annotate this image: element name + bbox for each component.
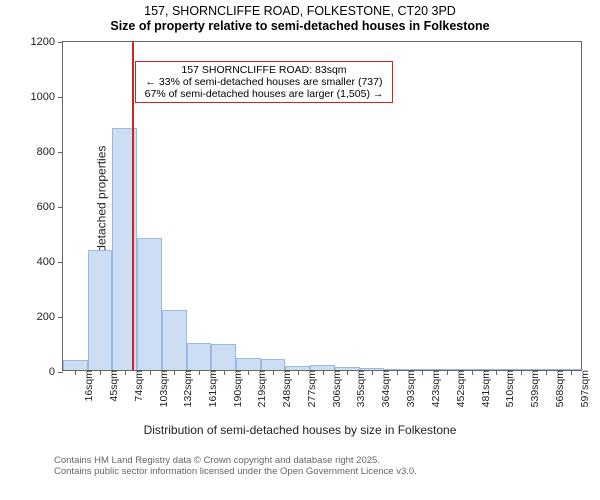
histogram-bar: [410, 369, 435, 370]
xtick-label: 539sqm: [521, 370, 541, 407]
xtick-label: 74sqm: [125, 370, 145, 402]
xtick-label: 364sqm: [372, 370, 392, 407]
histogram-bar: [162, 310, 187, 371]
xtick-label: 132sqm: [174, 370, 194, 407]
title-main: 157, SHORNCLIFFE ROAD, FOLKESTONE, CT20 …: [0, 4, 600, 18]
property-marker-line: [132, 42, 134, 370]
histogram-bar: [459, 369, 484, 370]
footer-attribution: Contains HM Land Registry data © Crown c…: [0, 453, 600, 478]
xtick-label: 248sqm: [273, 370, 293, 407]
histogram-bar: [236, 358, 261, 370]
histogram-bar: [484, 369, 509, 370]
xtick-label: 161sqm: [199, 370, 219, 407]
chart-titles: 157, SHORNCLIFFE ROAD, FOLKESTONE, CT20 …: [0, 0, 600, 33]
plot-area: 02004006008001000120016sqm45sqm74sqm103s…: [62, 41, 582, 371]
xtick-label: 423sqm: [422, 370, 442, 407]
ytick-label: 600: [37, 201, 63, 213]
histogram-bar: [310, 365, 335, 370]
histogram-bar: [335, 367, 360, 370]
xtick-label: 393sqm: [397, 370, 417, 407]
ytick-label: 1200: [31, 36, 63, 48]
xtick-label: 481sqm: [472, 370, 492, 407]
ytick-label: 800: [37, 146, 63, 158]
histogram-bar: [435, 369, 460, 370]
ytick-label: 1000: [31, 91, 63, 103]
histogram-bar: [187, 343, 212, 371]
callout-line-3: 67% of semi-detached houses are larger (…: [140, 88, 388, 100]
ytick-label: 400: [37, 256, 63, 268]
xtick-label: 335sqm: [347, 370, 367, 407]
callout-line-1: 157 SHORNCLIFFE ROAD: 83sqm: [140, 64, 388, 76]
ytick-label: 200: [37, 311, 63, 323]
xtick-label: 190sqm: [224, 370, 244, 407]
xtick-label: 277sqm: [298, 370, 318, 407]
xtick-label: 16sqm: [75, 370, 95, 402]
chart-area: Number of semi-detached properties 02004…: [0, 33, 600, 453]
histogram-bar: [360, 368, 385, 370]
footer-line-2: Contains public sector information licen…: [54, 466, 600, 477]
histogram-bar: [509, 369, 534, 370]
ytick-label: 0: [49, 366, 63, 378]
histogram-bar: [285, 366, 310, 370]
xtick-label: 597sqm: [571, 370, 591, 407]
xtick-label: 219sqm: [248, 370, 268, 407]
x-axis-label: Distribution of semi-detached houses by …: [0, 423, 600, 437]
title-sub: Size of property relative to semi-detach…: [0, 19, 600, 33]
callout-box: 157 SHORNCLIFFE ROAD: 83sqm← 33% of semi…: [135, 61, 393, 103]
histogram-bar: [211, 344, 236, 370]
xtick-label: 568sqm: [546, 370, 566, 407]
xtick-label: 45sqm: [100, 370, 120, 402]
xtick-label: 510sqm: [496, 370, 516, 407]
callout-line-2: ← 33% of semi-detached houses are smalle…: [140, 76, 388, 88]
xtick-label: 103sqm: [150, 370, 170, 407]
histogram-bar: [261, 359, 286, 370]
xtick-label: 306sqm: [323, 370, 343, 407]
histogram-bar: [558, 369, 583, 370]
histogram-bar: [137, 238, 162, 370]
histogram-bar: [384, 369, 409, 370]
histogram-bar: [534, 369, 559, 370]
histogram-bar: [63, 360, 88, 370]
footer-line-1: Contains HM Land Registry data © Crown c…: [54, 455, 600, 466]
xtick-label: 452sqm: [447, 370, 467, 407]
histogram-bar: [88, 250, 113, 370]
